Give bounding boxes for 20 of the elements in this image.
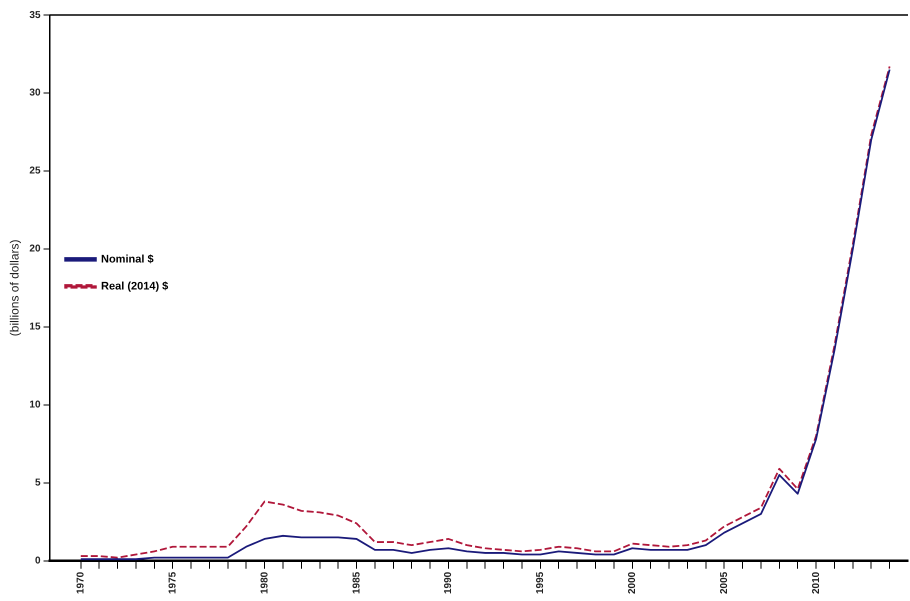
x-tick-label: 2005 — [718, 571, 730, 594]
legend-label: Nominal $ — [101, 253, 154, 266]
x-tick-label: 1975 — [167, 571, 178, 594]
x-tick-label: 1970 — [76, 571, 87, 594]
y-tick-label: 30 — [29, 88, 41, 99]
y-tick-label: 15 — [29, 322, 41, 333]
x-tick-label: 1995 — [535, 571, 546, 594]
y-tick-label: 0 — [34, 556, 41, 567]
y-tick-label: 35 — [29, 10, 41, 21]
x-tick-label: 1985 — [351, 571, 362, 594]
x-tick-label: 1980 — [259, 571, 270, 594]
x-tick-label: 1990 — [443, 571, 454, 594]
legend-label: Real (2014) $ — [101, 280, 168, 292]
x-tick-label: 2010 — [810, 571, 822, 594]
y-tick-label: 5 — [34, 478, 41, 489]
y-tick-label: 20 — [29, 244, 41, 255]
y-axis-title: (billions of dollars) — [8, 240, 22, 336]
x-tick-label: 2000 — [627, 571, 638, 594]
y-tick-label: 25 — [29, 166, 41, 177]
y-tick-label: 10 — [29, 400, 41, 411]
